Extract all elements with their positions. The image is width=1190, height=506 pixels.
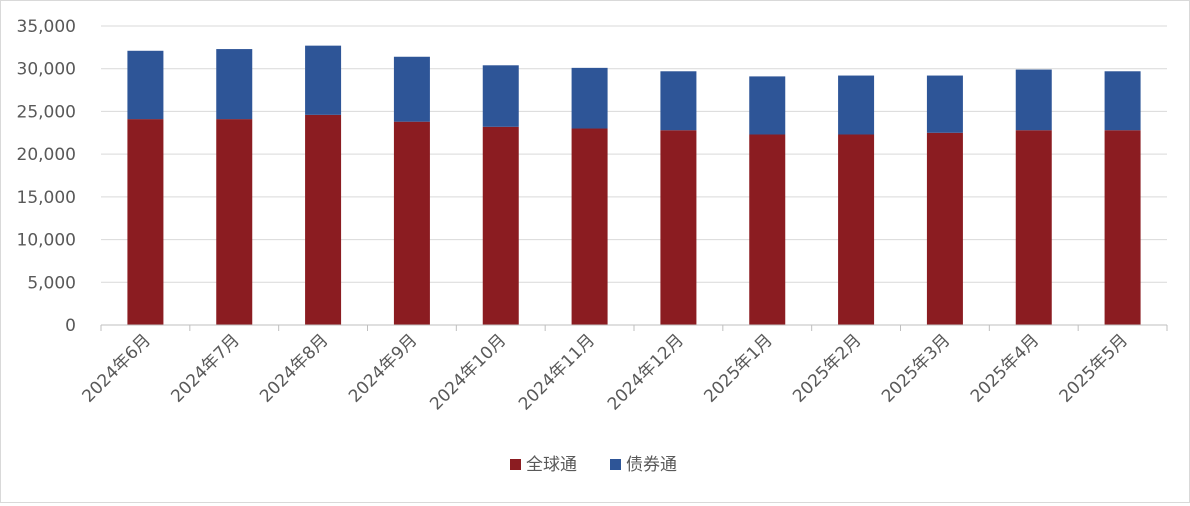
bar-series-2 [926, 75, 963, 133]
bar-series-2 [749, 76, 786, 135]
bar-series-2 [305, 45, 342, 115]
bar-series-1 [926, 132, 963, 325]
x-tick-label: 2025年2月 [789, 330, 865, 406]
bar-series-2 [482, 65, 519, 127]
gridlines [101, 25, 1167, 283]
bar-series-2 [571, 67, 608, 129]
x-axis [100, 324, 1168, 331]
y-tick-label: 10,000 [17, 231, 76, 251]
legend-label: 全球通 [526, 455, 577, 475]
x-tick-label: 2024年7月 [167, 330, 243, 406]
y-tick-label: 15,000 [17, 188, 76, 208]
x-tick-label: 2024年12月 [604, 330, 688, 414]
bar-series-1 [482, 126, 519, 325]
legend: 全球通 债券通 [510, 455, 677, 475]
y-tick-label: 35,000 [17, 17, 76, 37]
x-tick-label: 2024年11月 [515, 330, 599, 414]
x-tick-label: 2024年9月 [345, 330, 421, 406]
x-tick-label: 2025年5月 [1056, 330, 1132, 406]
y-tick-label: 25,000 [17, 102, 76, 122]
bar-series-1 [305, 114, 342, 326]
legend-swatch [610, 459, 621, 470]
x-tick-label: 2025年4月 [967, 330, 1043, 406]
x-tick-label: 2024年8月 [256, 330, 332, 406]
bar-series-2 [216, 49, 253, 120]
legend-swatch [510, 459, 521, 470]
y-axis: 0 5,000 10,000 15,000 20,000 25,000 30,000 35,0… [17, 17, 76, 336]
bar-series-1 [1104, 130, 1141, 325]
bar-series-1 [749, 134, 786, 325]
y-tick-label: 20,000 [17, 145, 76, 165]
y-tick-label: 30,000 [17, 60, 76, 80]
x-tick-labels: 2024年6月 2024年7月 2024年8月 2024年9月 2024年10月 2024… [79, 330, 1133, 414]
bar-series-2 [393, 56, 430, 122]
x-tick-label: 2024年10月 [426, 330, 510, 414]
x-tick-label: 2025年3月 [878, 330, 954, 406]
bar-series-2 [838, 75, 875, 135]
bar-series-2 [127, 50, 164, 120]
bar-series-2 [1104, 71, 1141, 131]
x-tick-label: 2024年6月 [79, 330, 155, 406]
bar-series-1 [216, 119, 253, 325]
x-tick-label: 2025年1月 [700, 330, 776, 406]
bar-series-2 [1015, 69, 1052, 131]
bar-series-1 [660, 130, 697, 325]
bar-series-1 [393, 121, 430, 326]
y-tick-label: 5,000 [27, 273, 76, 293]
bar-series-1 [127, 119, 164, 325]
bar-series-2 [660, 71, 697, 131]
bar-series-1 [571, 128, 608, 325]
bar-series-1 [838, 134, 875, 325]
bar-series-1 [1015, 130, 1052, 325]
bar-group [127, 45, 1141, 326]
y-tick-label: 0 [65, 316, 76, 336]
legend-label: 债券通 [626, 455, 677, 475]
